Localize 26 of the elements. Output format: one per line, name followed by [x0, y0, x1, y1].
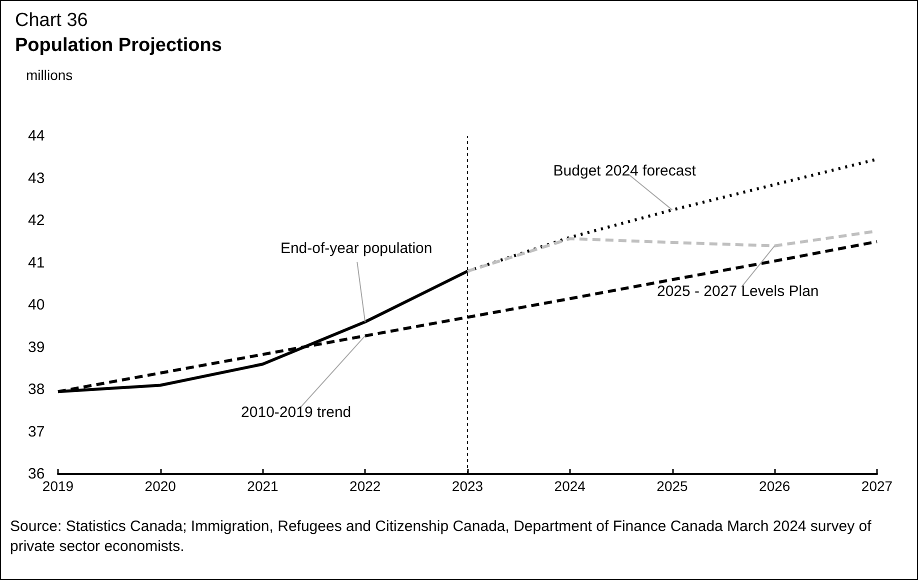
y-tick-label: 40 — [28, 296, 45, 314]
x-tick-label: 2026 — [759, 478, 790, 494]
text: 2025 - 2027 Levels Plan — [656, 283, 819, 300]
x-tick-label: 2027 — [861, 478, 893, 494]
x-tick-label: 2024 — [554, 478, 586, 494]
x-tick-label: 2021 — [247, 478, 279, 494]
y-tick-label: 38 — [28, 381, 45, 398]
chart-title: Chart 36 — [15, 10, 88, 31]
series-label: Budget 2024 forecast — [553, 162, 697, 180]
y-tick-label: 41 — [28, 254, 45, 272]
x-tick-label: 2020 — [144, 478, 176, 494]
y-tick-label: 36 — [28, 466, 45, 482]
x-tick-label: 2019 — [42, 478, 74, 494]
y-axis-title: millions — [26, 67, 73, 83]
chart-subtitle: Population Projections — [15, 35, 222, 56]
y-tick-label: 37 — [28, 423, 45, 440]
series-label: End-of-year population — [280, 240, 432, 257]
y-tick-label: 43 — [28, 170, 45, 187]
source-note: Source: Statistics Canada; Immigration, Refugees and Citizenship Canada, Department of Finance Canada March 2024 survey of private sector economists. — [10, 517, 872, 557]
text: 2010-2019 trend — [241, 404, 352, 421]
x-tick-label: 2025 — [656, 478, 688, 494]
x-tick-label: 2023 — [452, 478, 484, 494]
y-tick-label: 42 — [28, 212, 45, 229]
y-tick-label: 39 — [28, 338, 45, 356]
y-tick-label: 44 — [28, 128, 45, 144]
x-tick-label: 2022 — [350, 478, 381, 494]
